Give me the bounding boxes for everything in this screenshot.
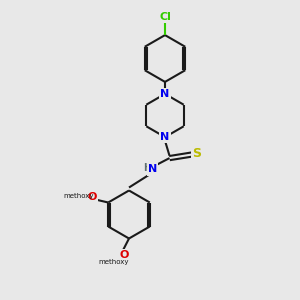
Text: N: N xyxy=(148,164,157,175)
Text: N: N xyxy=(160,132,169,142)
Text: S: S xyxy=(192,147,201,161)
Text: N: N xyxy=(160,89,169,99)
Text: O: O xyxy=(120,250,129,260)
Text: O: O xyxy=(87,191,96,202)
Text: Cl: Cl xyxy=(159,11,171,22)
Text: H: H xyxy=(142,163,151,173)
Text: methoxy: methoxy xyxy=(63,193,94,199)
Text: methoxy: methoxy xyxy=(99,259,129,265)
